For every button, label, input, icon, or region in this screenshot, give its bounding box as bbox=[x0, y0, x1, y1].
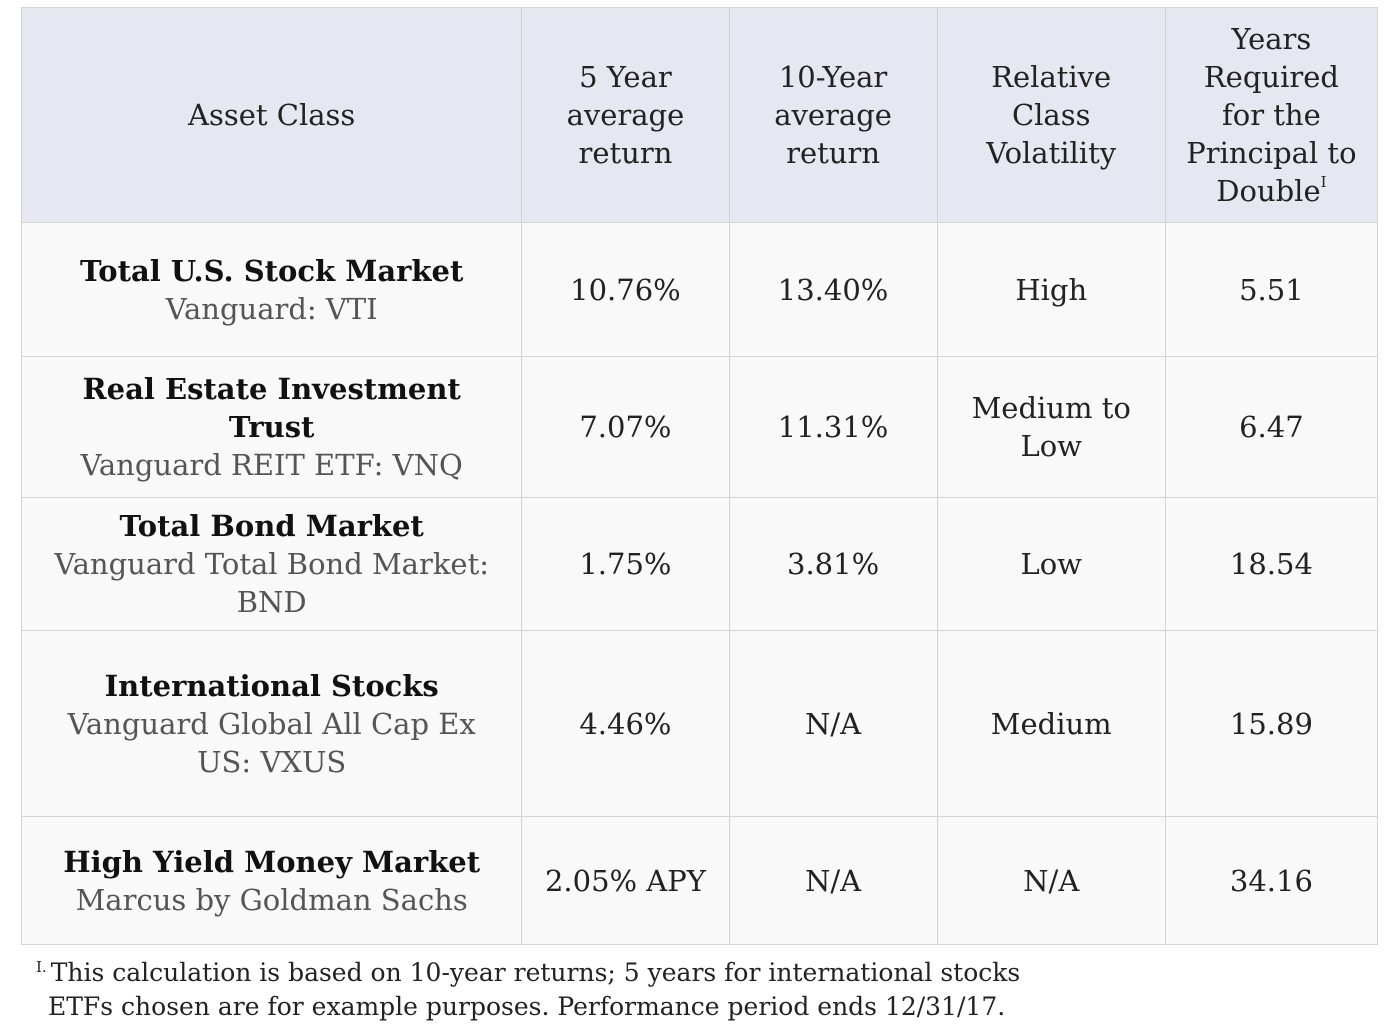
table-row: Total Bond Market Vanguard Total Bond Ma… bbox=[20, 497, 1379, 631]
header-asset-class: Asset Class bbox=[20, 7, 523, 223]
years-to-double-cell: 15.89 bbox=[1164, 630, 1379, 817]
asset-returns-table: Asset Class 5 Year average return 10-Yea… bbox=[20, 7, 1379, 945]
asset-fund: Vanguard: VTI bbox=[165, 291, 378, 326]
header-row: Asset Class 5 Year average return 10-Yea… bbox=[20, 7, 1379, 223]
footnote-text-1: This calculation is based on 10-year ret… bbox=[50, 958, 1021, 987]
asset-cell: International Stocks Vanguard Global All… bbox=[20, 630, 523, 817]
ten-year-return-cell: 11.31% bbox=[728, 356, 938, 498]
ten-year-return-cell: 13.40% bbox=[728, 222, 938, 357]
asset-fund: Vanguard REIT ETF: VNQ bbox=[80, 448, 463, 482]
asset-cell: Total Bond Market Vanguard Total Bond Ma… bbox=[20, 497, 523, 631]
years-to-double-cell: 34.16 bbox=[1164, 816, 1379, 945]
table-body: Total U.S. Stock Market Vanguard: VTI 10… bbox=[20, 222, 1379, 945]
table-row: High Yield Money Market Marcus by Goldma… bbox=[20, 816, 1379, 945]
years-to-double-cell: 5.51 bbox=[1164, 222, 1379, 357]
five-year-return-cell: 10.76% bbox=[521, 222, 730, 357]
footnote-line-2: ETFs chosen are for example purposes. Pe… bbox=[48, 992, 1006, 1021]
ten-year-return-cell: N/A bbox=[728, 630, 938, 817]
asset-cell: High Yield Money Market Marcus by Goldma… bbox=[20, 816, 523, 945]
asset-fund: Vanguard Total Bond Market: BND bbox=[54, 547, 489, 619]
volatility-cell: N/A bbox=[936, 816, 1166, 945]
asset-cell: Total U.S. Stock Market Vanguard: VTI bbox=[20, 222, 523, 357]
asset-name: Total U.S. Stock Market bbox=[80, 253, 464, 288]
five-year-return-cell: 1.75% bbox=[521, 497, 730, 631]
volatility-cell: Medium bbox=[936, 630, 1166, 817]
years-to-double-cell: 18.54 bbox=[1164, 497, 1379, 631]
asset-name: Total Bond Market bbox=[119, 509, 424, 543]
table-row: Real Estate Investment Trust Vanguard RE… bbox=[20, 356, 1379, 498]
asset-cell: Real Estate Investment Trust Vanguard RE… bbox=[20, 356, 523, 498]
header-years-to-double: Years Required for the Principal to Doub… bbox=[1164, 7, 1379, 223]
table-row: International Stocks Vanguard Global All… bbox=[20, 630, 1379, 817]
volatility-cell: Medium to Low bbox=[936, 356, 1166, 498]
header-years-to-double-label: Years Required for the Principal to Doub… bbox=[1186, 22, 1357, 208]
years-to-double-cell: 6.47 bbox=[1164, 356, 1379, 498]
table-header: Asset Class 5 Year average return 10-Yea… bbox=[20, 7, 1379, 223]
volatility-cell: Low bbox=[936, 497, 1166, 631]
five-year-return-cell: 7.07% bbox=[521, 356, 730, 498]
ten-year-return-cell: N/A bbox=[728, 816, 938, 945]
table-row: Total U.S. Stock Market Vanguard: VTI 10… bbox=[20, 222, 1379, 357]
footnote-number: I. bbox=[36, 958, 47, 976]
volatility-cell: High bbox=[936, 222, 1166, 357]
header-five-year-return: 5 Year average return bbox=[521, 7, 730, 223]
asset-fund: Vanguard Global All Cap Ex US: VXUS bbox=[67, 706, 476, 779]
footnote-line-1: I. This calculation is based on 10-year r… bbox=[36, 950, 1020, 990]
five-year-return-cell: 2.05% APY bbox=[521, 816, 730, 945]
footnote-marker: I bbox=[1320, 173, 1327, 191]
footnote: I. This calculation is based on 10-year r… bbox=[36, 950, 1020, 1024]
five-year-return-cell: 4.46% bbox=[521, 630, 730, 817]
header-volatility: Relative Class Volatility bbox=[936, 7, 1166, 223]
returns-table-container: Asset Class 5 Year average return 10-Yea… bbox=[20, 7, 1379, 945]
asset-name: High Yield Money Market bbox=[63, 844, 481, 879]
asset-name: Real Estate Investment Trust bbox=[82, 372, 461, 444]
asset-fund: Marcus by Goldman Sachs bbox=[75, 882, 468, 917]
asset-name: International Stocks bbox=[104, 668, 439, 703]
ten-year-return-cell: 3.81% bbox=[728, 497, 938, 631]
header-ten-year-return: 10-Year average return bbox=[728, 7, 938, 223]
